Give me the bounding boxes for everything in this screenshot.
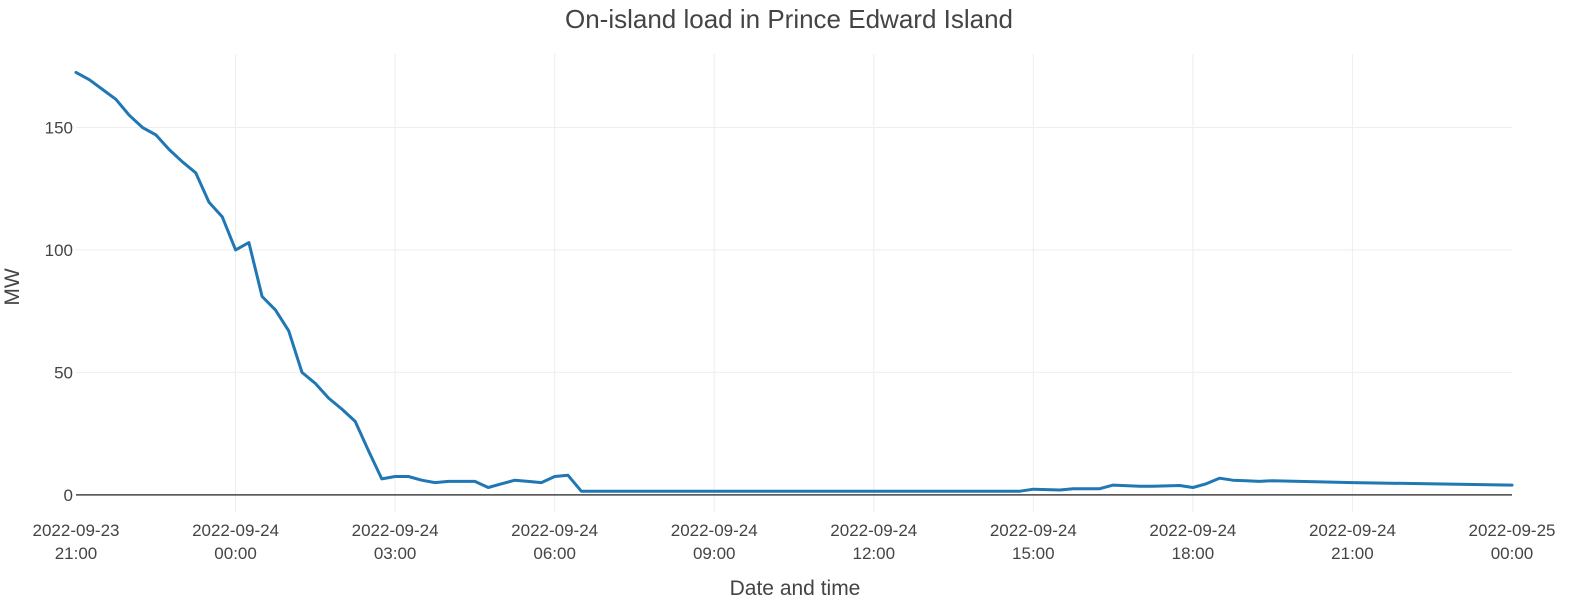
x-tick-time: 00:00 bbox=[1491, 544, 1534, 563]
x-tick-label: 2022-09-24 15:00 bbox=[990, 521, 1077, 563]
x-axis-title: Date and time bbox=[730, 577, 861, 600]
x-tick-time: 15:00 bbox=[1012, 544, 1055, 563]
x-tick-date: 2022-09-23 bbox=[33, 521, 120, 540]
series-line bbox=[74, 70, 1514, 493]
x-tick-label: 2022-09-24 18:00 bbox=[1149, 521, 1236, 563]
x-tick-date: 2022-09-24 bbox=[830, 521, 917, 540]
x-tick-label: 2022-09-24 12:00 bbox=[830, 521, 917, 563]
x-tick-label: 2022-09-24 21:00 bbox=[1309, 521, 1396, 563]
x-tick-date: 2022-09-24 bbox=[671, 521, 758, 540]
x-tick-time: 03:00 bbox=[374, 544, 417, 563]
x-tick-label: 2022-09-24 00:00 bbox=[192, 521, 279, 563]
x-tick-label: 2022-09-24 06:00 bbox=[511, 521, 598, 563]
x-tick-date: 2022-09-24 bbox=[511, 521, 598, 540]
x-tick-time: 21:00 bbox=[55, 544, 98, 563]
y-tick-label: 100 bbox=[45, 241, 73, 260]
y-tick-label: 150 bbox=[45, 118, 73, 137]
x-tick-label: 2022-09-23 21:00 bbox=[33, 521, 120, 563]
x-tick-date: 2022-09-24 bbox=[990, 521, 1077, 540]
x-tick-date: 2022-09-25 bbox=[1469, 521, 1556, 540]
x-tick-date: 2022-09-24 bbox=[352, 521, 439, 540]
x-tick-time: 09:00 bbox=[693, 544, 736, 563]
x-tick-time: 18:00 bbox=[1172, 544, 1215, 563]
gridlines bbox=[76, 54, 1512, 512]
series-layer bbox=[74, 70, 1514, 493]
x-tick-date: 2022-09-24 bbox=[1309, 521, 1396, 540]
x-tick-time: 21:00 bbox=[1331, 544, 1374, 563]
y-tick-label: 50 bbox=[54, 363, 73, 382]
x-tick-time: 06:00 bbox=[533, 544, 576, 563]
y-axis-title: MW bbox=[1, 268, 24, 305]
x-tick-time: 00:00 bbox=[214, 544, 257, 563]
x-tick-date: 2022-09-24 bbox=[192, 521, 279, 540]
chart-title: On-island load in Prince Edward Island bbox=[565, 4, 1013, 34]
x-tick-label: 2022-09-25 00:00 bbox=[1469, 521, 1556, 563]
y-axis-ticks: 0 50 100 150 bbox=[45, 118, 73, 504]
x-tick-label: 2022-09-24 09:00 bbox=[671, 521, 758, 563]
y-tick-label: 0 bbox=[64, 486, 73, 505]
x-tick-label: 2022-09-24 03:00 bbox=[352, 521, 439, 563]
x-tick-time: 12:00 bbox=[853, 544, 896, 563]
x-tick-date: 2022-09-24 bbox=[1149, 521, 1236, 540]
